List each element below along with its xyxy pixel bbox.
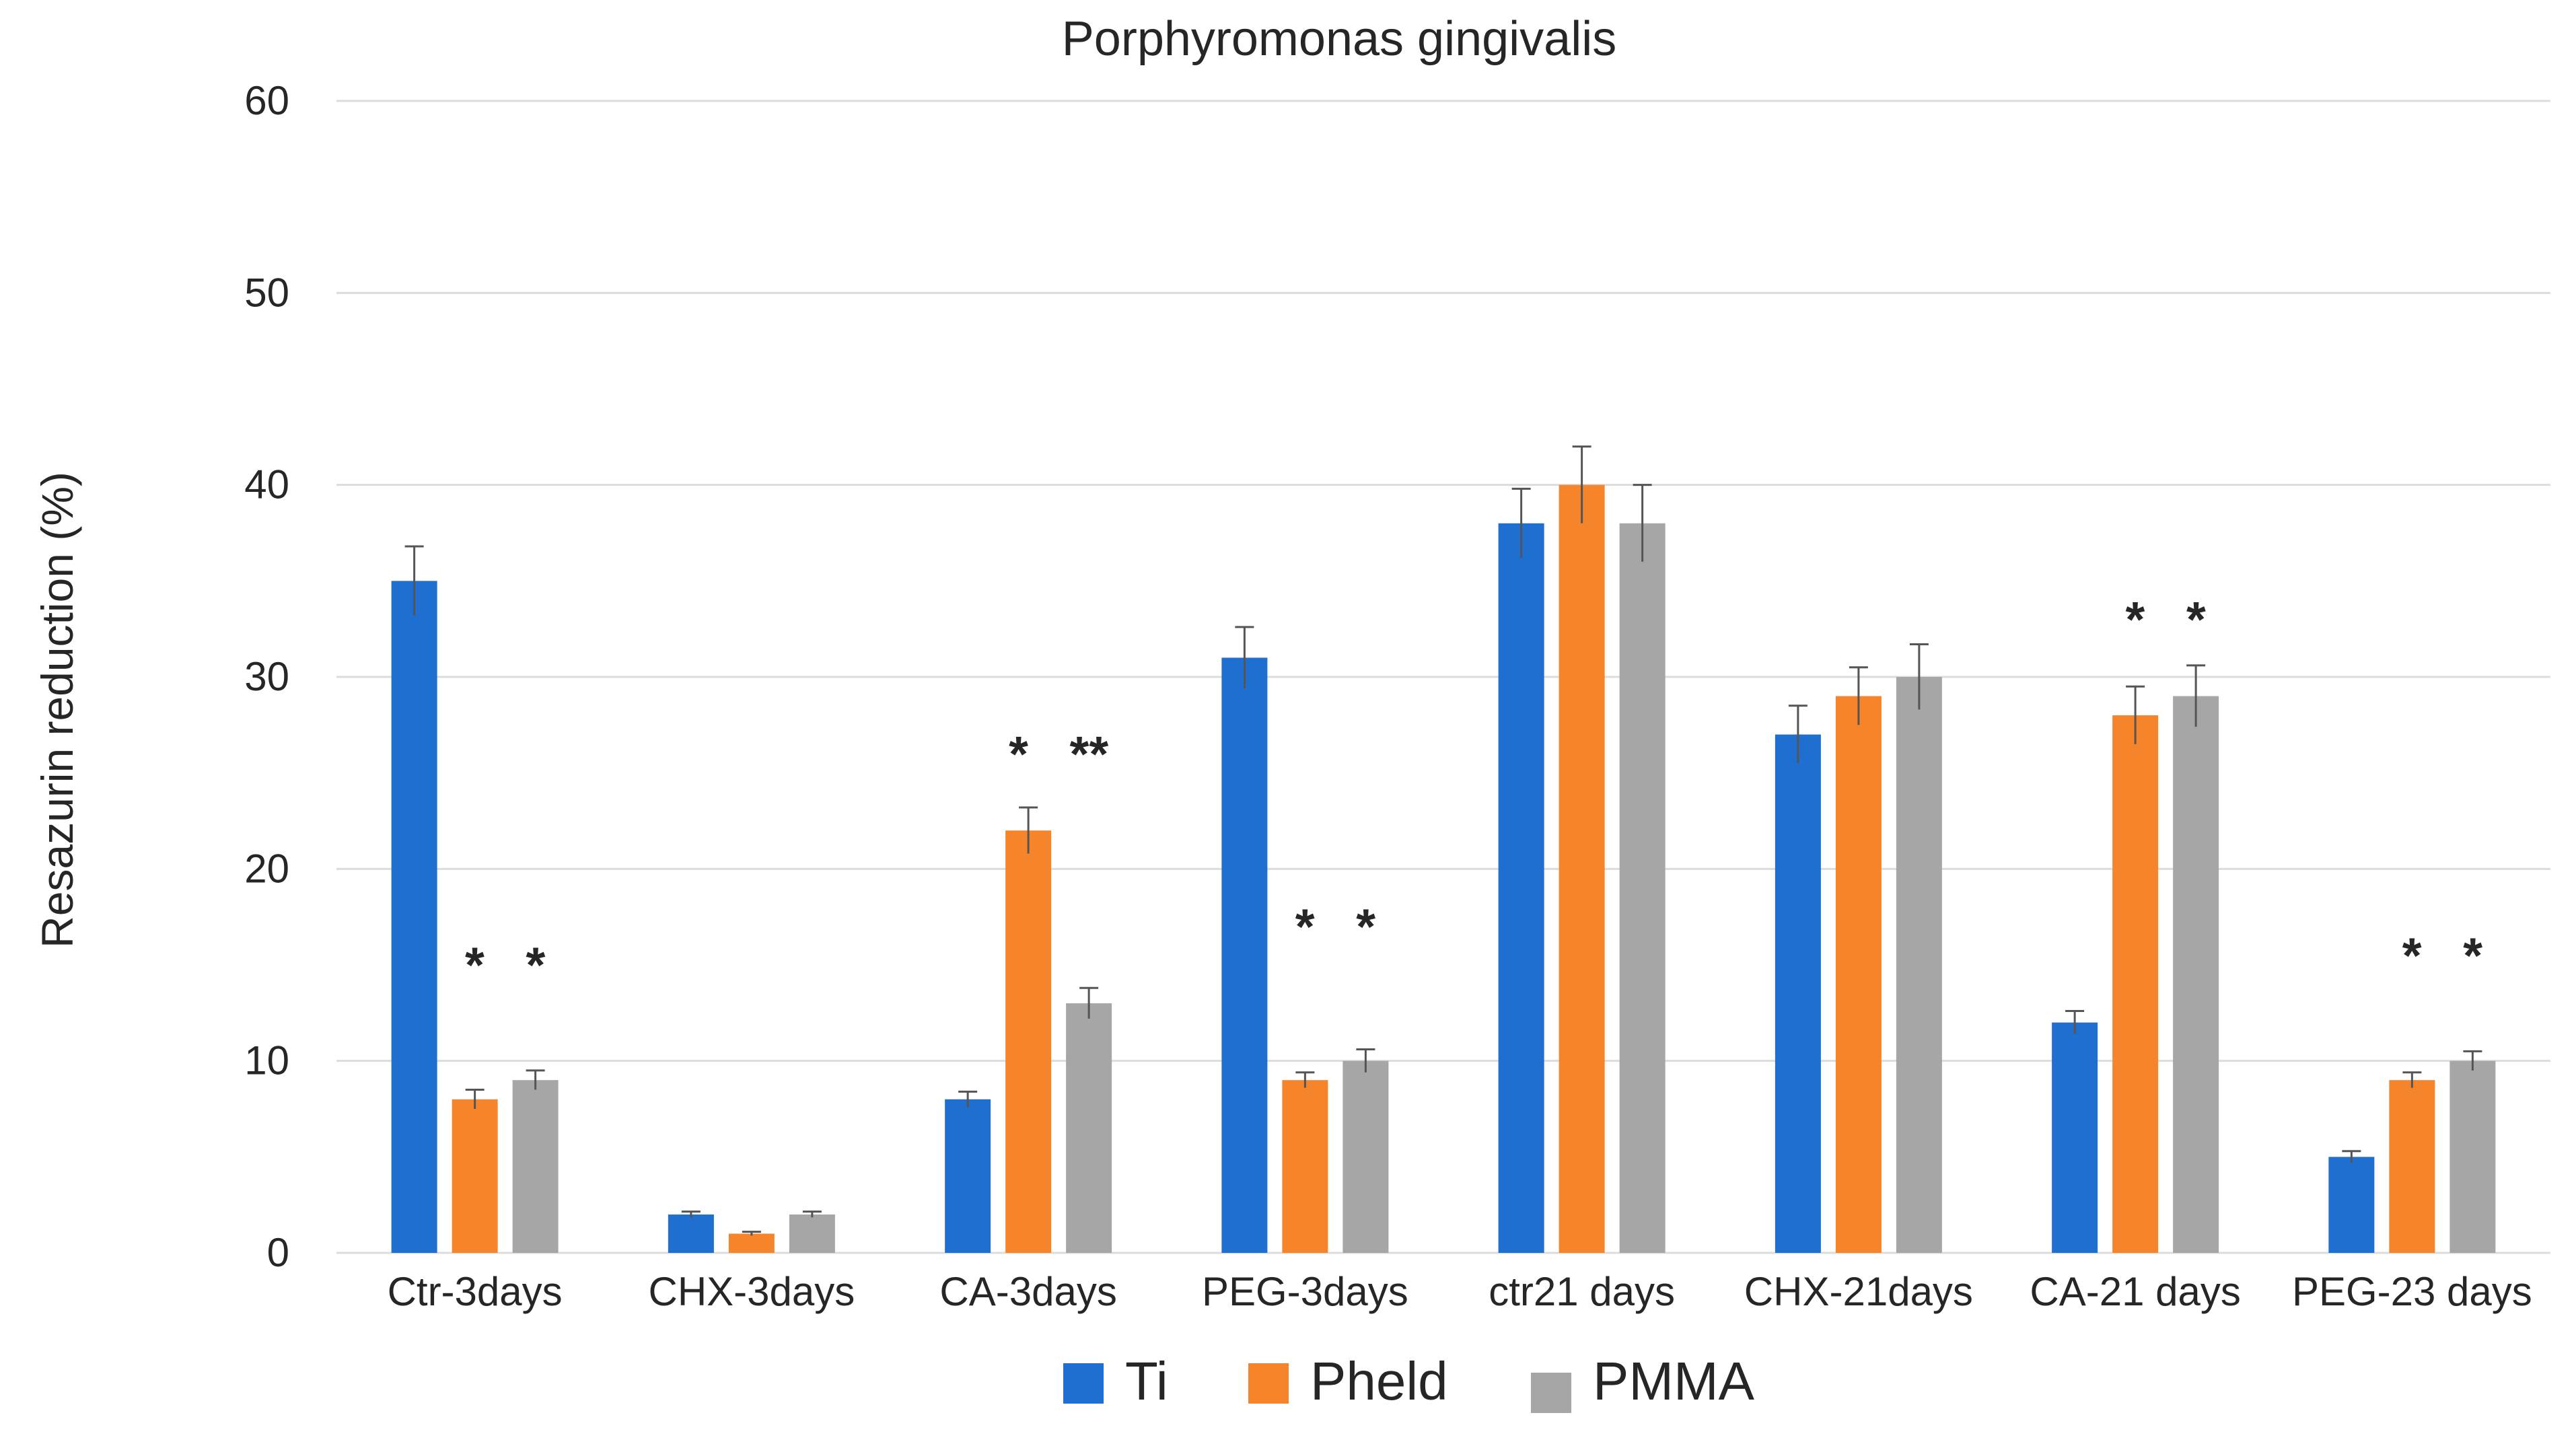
- legend: Ti Pheld PMMA: [1063, 1351, 1755, 1413]
- x-tick-label: PEG-3days: [1202, 1269, 1408, 1314]
- significance-marker: * *: [2402, 927, 2482, 983]
- bar: [2389, 1080, 2435, 1253]
- x-axis-ticks: Ctr-3days CHX-3days CA-3days PEG-3days ctr21…: [388, 1269, 2532, 1314]
- legend-label: Pheld: [1310, 1351, 1448, 1411]
- y-axis-ticks: 0 10 20 30 40 50 60: [244, 78, 289, 1275]
- gridlines: [336, 100, 2550, 1254]
- bar: [512, 1080, 559, 1253]
- y-tick-label: 50: [244, 270, 289, 315]
- bar: [2328, 1157, 2375, 1253]
- legend-item: Pheld: [1248, 1351, 1448, 1411]
- bar: [789, 1214, 835, 1253]
- bar: [1005, 830, 1052, 1253]
- bar: [2173, 696, 2219, 1253]
- significance-marker: * *: [1295, 899, 1375, 955]
- bar: [1066, 1003, 1112, 1253]
- bar: [1559, 484, 1605, 1253]
- bar: [945, 1099, 991, 1253]
- bar: [728, 1233, 775, 1253]
- legend-swatch: [1248, 1363, 1289, 1404]
- bar: [1498, 523, 1544, 1253]
- bar: [391, 581, 437, 1253]
- significance-marker: * *: [2125, 591, 2205, 647]
- x-tick-label: PEG-23 days: [2292, 1269, 2532, 1314]
- significance-marker: * *: [465, 937, 545, 993]
- bar: [1896, 677, 1942, 1253]
- x-tick-label: CHX-21days: [1744, 1269, 1973, 1314]
- x-tick-label: ctr21 days: [1489, 1269, 1675, 1314]
- bar: [452, 1099, 498, 1253]
- bar: [1775, 734, 1821, 1253]
- bars: [391, 445, 2496, 1253]
- significance-marker: * **: [1009, 726, 1108, 782]
- y-tick-label: 40: [244, 462, 289, 507]
- bar: [1221, 657, 1268, 1253]
- bar: [2052, 1022, 2098, 1253]
- bar: [1619, 523, 1666, 1253]
- legend-item: Ti: [1063, 1351, 1168, 1411]
- legend-item: PMMA: [1531, 1351, 1755, 1413]
- bar: [1282, 1080, 1328, 1253]
- legend-swatch: [1531, 1373, 1571, 1413]
- y-axis-label: Resazurin reduction (%): [32, 472, 82, 948]
- bar: [668, 1214, 714, 1253]
- bar: [2449, 1060, 2496, 1253]
- x-tick-label: CA-21 days: [2030, 1269, 2240, 1314]
- x-tick-label: CA-3days: [939, 1269, 1116, 1314]
- bar: [1835, 696, 1882, 1253]
- chart-title: Porphyromonas gingivalis: [1062, 12, 1616, 66]
- y-tick-label: 20: [244, 846, 289, 891]
- bar: [2112, 715, 2159, 1253]
- significance-annotations: * * * ** * * * * * *: [465, 591, 2482, 993]
- legend-swatch: [1063, 1363, 1104, 1404]
- bar: [1343, 1060, 1389, 1253]
- y-tick-label: 60: [244, 78, 289, 123]
- y-tick-label: 10: [244, 1038, 289, 1083]
- x-tick-label: Ctr-3days: [388, 1269, 563, 1314]
- y-tick-label: 30: [244, 654, 289, 699]
- legend-label: PMMA: [1593, 1351, 1755, 1411]
- legend-label: Ti: [1125, 1351, 1168, 1411]
- x-tick-label: CHX-3days: [648, 1269, 855, 1314]
- y-tick-label: 0: [267, 1230, 289, 1275]
